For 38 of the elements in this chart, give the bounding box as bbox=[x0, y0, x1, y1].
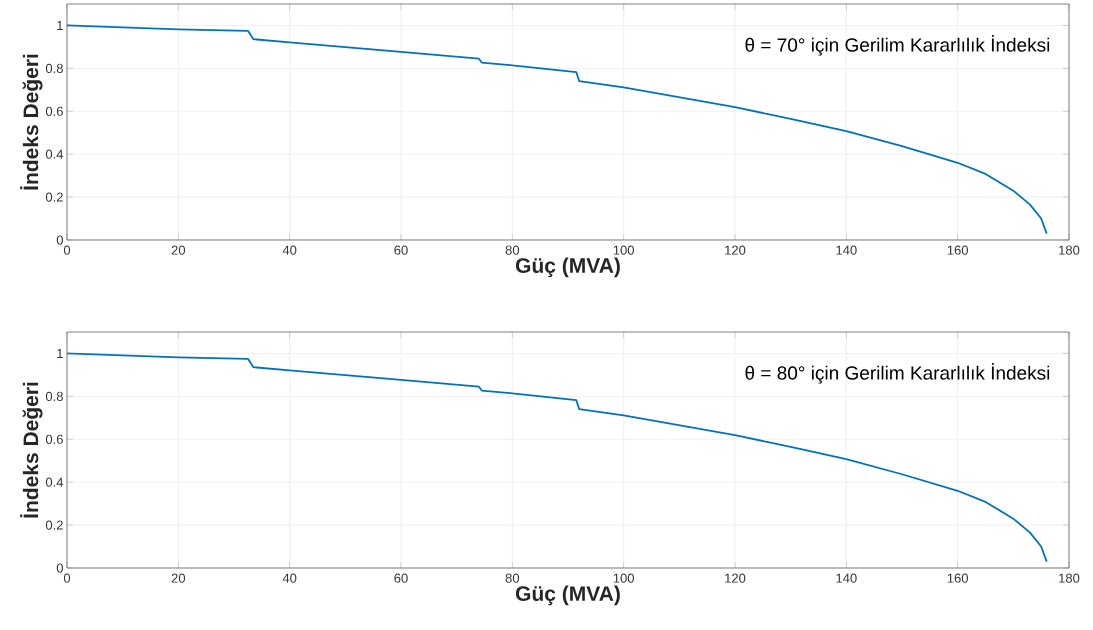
x-tick-label: 40 bbox=[282, 245, 297, 255]
x-tick-label: 60 bbox=[394, 245, 408, 255]
x-tick-label: 120 bbox=[725, 573, 746, 583]
y-tick-label: 0.2 bbox=[45, 192, 63, 202]
annotation: θ = 80° için Gerilim Kararlılık İndeksi bbox=[745, 363, 1050, 384]
x-tick-label: 160 bbox=[947, 573, 968, 583]
line-series bbox=[67, 352, 1048, 563]
x-tick-label: 100 bbox=[613, 245, 634, 255]
y-tick-label: 0 bbox=[56, 235, 63, 245]
x-tick-label: 180 bbox=[1059, 573, 1080, 583]
y-tick-label: 0.8 bbox=[45, 391, 63, 401]
x-tick-label: 100 bbox=[613, 573, 634, 583]
x-tick-label: 160 bbox=[947, 245, 968, 255]
x-tick-label: 60 bbox=[394, 573, 408, 583]
x-axis-title: Güç (MVA) bbox=[515, 257, 620, 278]
x-tick-label: 140 bbox=[836, 245, 857, 255]
y-tick-label: 1 bbox=[57, 348, 63, 358]
x-tick-label: 20 bbox=[171, 245, 186, 255]
line-series bbox=[67, 24, 1048, 235]
y-tick-label: 0.6 bbox=[45, 434, 63, 444]
y-tick-label: 0.8 bbox=[45, 63, 63, 73]
x-tick-label: 80 bbox=[505, 573, 520, 583]
x-tick-label: 180 bbox=[1059, 245, 1080, 255]
y-tick-label: 1 bbox=[57, 20, 63, 30]
x-tick-label: 80 bbox=[505, 245, 520, 255]
x-tick-label: 20 bbox=[171, 573, 186, 583]
y-axis-title: İndeks Değeri bbox=[20, 54, 43, 190]
annotation: θ = 70° için Gerilim Kararlılık İndeksi bbox=[745, 35, 1050, 56]
y-tick-label: 0.4 bbox=[45, 149, 64, 159]
x-tick-label: 140 bbox=[836, 573, 857, 583]
y-tick-label: 0.2 bbox=[45, 520, 63, 530]
x-tick-label: 120 bbox=[725, 245, 746, 255]
y-tick-label: 0 bbox=[56, 563, 63, 573]
x-axis-title: Güç (MVA) bbox=[515, 585, 620, 606]
y-tick-label: 0.4 bbox=[45, 477, 64, 487]
x-tick-label: 40 bbox=[282, 573, 297, 583]
y-tick-label: 0.6 bbox=[45, 106, 63, 116]
y-axis-title: İndeks Değeri bbox=[20, 382, 43, 518]
